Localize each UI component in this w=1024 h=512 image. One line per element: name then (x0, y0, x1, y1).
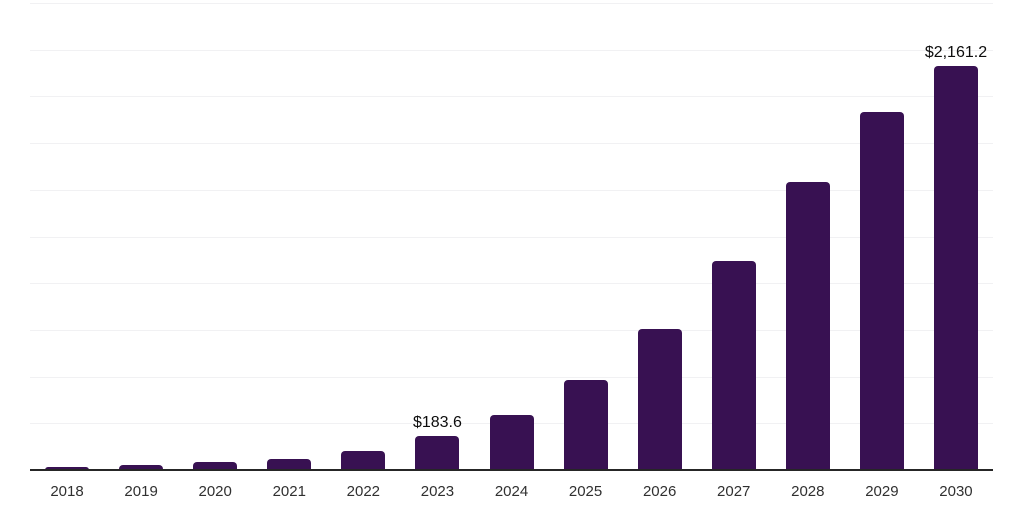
x-axis-label-2023: 2023 (420, 483, 455, 500)
bar-2025 (563, 380, 608, 470)
x-axis-label-2018: 2018 (50, 483, 84, 500)
x-axis-label-2019: 2019 (124, 483, 158, 500)
bar-2023 (415, 435, 460, 470)
bar-2022 (341, 451, 386, 470)
x-axis-line (30, 469, 993, 471)
value-label-2030: $2,161.2 (924, 44, 988, 62)
gridline-750 (30, 329, 993, 331)
x-axis-label-2024: 2024 (494, 483, 529, 500)
x-axis-label-2026: 2026 (642, 483, 677, 500)
value-label-2023: $183.6 (412, 413, 462, 431)
bar-2021 (267, 458, 312, 470)
bar-2020 (193, 462, 238, 470)
bar-2028 (785, 182, 830, 470)
x-axis-label-2029: 2029 (865, 483, 899, 500)
gridline-500 (30, 376, 993, 378)
gridline-1750 (30, 143, 993, 145)
x-axis-label-2021: 2021 (272, 483, 306, 500)
bar-2024 (489, 414, 534, 470)
bar-2018 (45, 467, 90, 470)
gridline-1000 (30, 283, 993, 285)
bar-2030 (933, 66, 978, 470)
x-axis-label-2020: 2020 (198, 483, 232, 500)
x-axis-label-2030: 2030 (939, 483, 973, 500)
gridline-1250 (30, 236, 993, 238)
x-axis-label-2027: 2027 (717, 483, 751, 500)
gridline-2250 (30, 49, 993, 51)
gridline-1500 (30, 189, 993, 191)
gridline-2500 (30, 3, 993, 4)
bar-2027 (711, 260, 756, 470)
gridline-2000 (30, 96, 993, 98)
bar-2026 (637, 328, 682, 470)
plot-area: $183.6 $2,161.2 (30, 3, 993, 471)
bar-2029 (859, 112, 904, 470)
x-axis-label-2022: 2022 (346, 483, 381, 500)
x-axis-label-2028: 2028 (791, 483, 825, 500)
x-axis-label-2025: 2025 (568, 483, 603, 500)
bar-2019 (119, 464, 164, 470)
x-axis-labels: 2018 2019 2020 2021 2022 2023 2024 2025 2026 2027… (30, 483, 993, 505)
